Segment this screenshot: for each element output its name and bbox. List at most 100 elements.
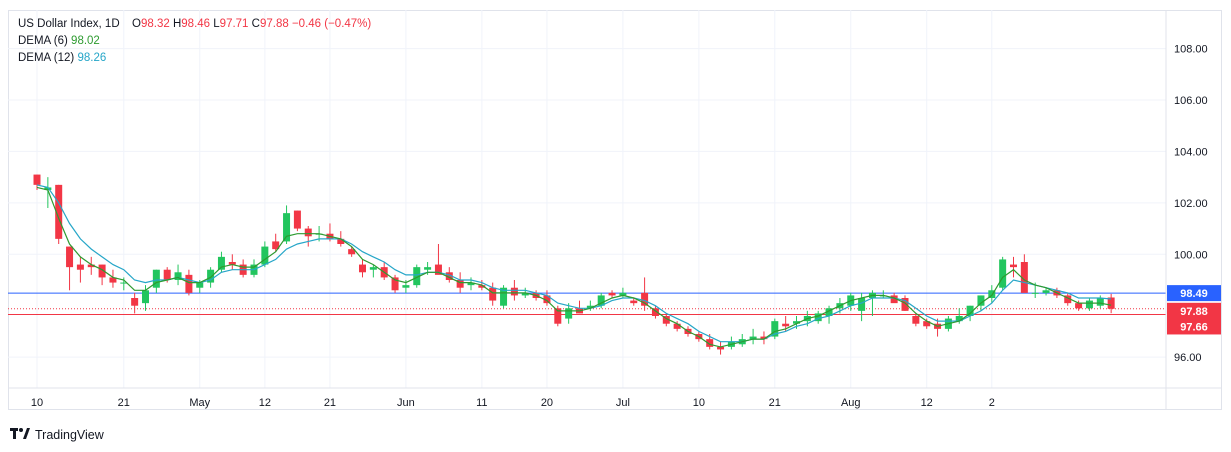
candle-body — [1085, 300, 1093, 309]
candle-body — [207, 269, 215, 283]
y-tick-label: 108.00 — [1174, 44, 1208, 56]
candle[interactable] — [651, 305, 659, 319]
candle[interactable] — [293, 210, 301, 232]
candle[interactable] — [283, 205, 291, 244]
candle-body — [717, 346, 725, 350]
candle-body — [109, 277, 117, 283]
candle[interactable] — [879, 290, 887, 298]
candle[interactable] — [662, 313, 670, 327]
tradingview-brand[interactable]: TradingView — [10, 427, 104, 442]
dema12-row[interactable]: DEMA (12) 98.26 — [18, 50, 371, 67]
candle[interactable] — [1107, 293, 1115, 314]
candle[interactable] — [66, 246, 74, 291]
x-tick-label: 21 — [118, 397, 130, 409]
price-tag: 98.49 — [1167, 285, 1221, 302]
candle[interactable] — [109, 269, 117, 288]
candle[interactable] — [369, 264, 377, 278]
candle-body — [966, 305, 974, 316]
x-tick-label: Aug — [841, 397, 861, 409]
candle[interactable] — [142, 285, 149, 311]
candle[interactable] — [630, 298, 638, 306]
candle[interactable] — [1020, 254, 1028, 293]
candle-body — [1075, 303, 1083, 309]
candle[interactable] — [1075, 300, 1083, 311]
candle[interactable] — [543, 290, 551, 306]
candle[interactable] — [1010, 256, 1017, 278]
candle[interactable] — [717, 341, 725, 355]
candle[interactable] — [489, 282, 497, 306]
candle-body — [1020, 262, 1028, 293]
candle[interactable] — [727, 336, 735, 350]
candle-body — [912, 316, 920, 324]
price-tag-label: 98.49 — [1180, 288, 1208, 300]
dema12-label: DEMA (12) — [18, 52, 75, 64]
candle[interactable] — [152, 269, 160, 293]
candle[interactable] — [999, 256, 1007, 291]
candle[interactable] — [760, 331, 768, 345]
candles[interactable] — [33, 174, 1115, 355]
candle[interactable] — [304, 226, 312, 247]
candle-body — [543, 295, 551, 304]
candle[interactable] — [673, 321, 681, 332]
candle[interactable] — [1085, 298, 1093, 311]
time-axis[interactable]: 10 21 May 12 21 Jun 11 20 Jul 10 21 Aug 12 2 — [31, 397, 995, 409]
candle[interactable] — [467, 277, 475, 291]
candle[interactable] — [131, 292, 139, 314]
candle-body — [217, 256, 225, 270]
candle[interactable] — [814, 310, 822, 324]
open-value: 98.32 — [140, 18, 170, 30]
dema-lines — [36, 184, 1112, 348]
candle-body — [163, 269, 171, 280]
price-tag-label: 97.66 — [1180, 321, 1208, 333]
candle[interactable] — [55, 184, 63, 244]
candle[interactable] — [988, 285, 996, 304]
candle[interactable] — [348, 246, 356, 257]
candle[interactable] — [890, 292, 898, 304]
candle-body — [304, 228, 312, 237]
candle[interactable] — [565, 303, 573, 324]
candle[interactable] — [217, 251, 225, 273]
candle[interactable] — [641, 277, 649, 311]
dema6-row[interactable]: DEMA (6) 98.02 — [18, 33, 371, 50]
candle[interactable] — [825, 305, 833, 324]
candle[interactable] — [771, 318, 779, 340]
candle[interactable] — [749, 328, 757, 345]
candle[interactable] — [434, 244, 442, 275]
candle-body — [597, 295, 605, 306]
candle[interactable] — [619, 287, 627, 298]
candle[interactable] — [413, 264, 421, 288]
candle[interactable] — [1096, 295, 1104, 309]
candle[interactable] — [1064, 292, 1072, 306]
candle-body — [651, 308, 659, 316]
candle[interactable] — [261, 241, 269, 268]
candle[interactable] — [738, 334, 746, 347]
candle[interactable] — [608, 290, 616, 298]
candle-body — [825, 308, 833, 316]
price-axis[interactable]: 108.00 106.00 104.00 102.00 100.00 96.00 — [1174, 44, 1208, 365]
candle[interactable] — [868, 290, 876, 316]
candle[interactable] — [923, 318, 931, 329]
candle[interactable] — [272, 233, 280, 252]
candle[interactable] — [239, 259, 247, 278]
candle[interactable] — [228, 254, 236, 270]
candle[interactable] — [76, 256, 84, 283]
price-tag: 97.66 — [1167, 318, 1221, 335]
candle[interactable] — [98, 264, 106, 286]
y-tick-label: 102.00 — [1174, 198, 1208, 210]
candle[interactable] — [586, 300, 594, 311]
candle[interactable] — [1042, 287, 1050, 296]
symbol-label[interactable]: US Dollar Index, 1D — [18, 18, 120, 30]
candle[interactable] — [87, 256, 95, 275]
candle[interactable] — [554, 305, 562, 327]
candle[interactable] — [174, 264, 182, 286]
candle[interactable] — [500, 285, 508, 309]
price-tag: 97.88 — [1167, 302, 1221, 319]
candle[interactable] — [912, 313, 920, 327]
candle[interactable] — [359, 259, 366, 278]
candle[interactable] — [44, 177, 52, 208]
candle-body — [131, 298, 139, 306]
candle-body — [1031, 292, 1039, 294]
candle-body — [402, 285, 410, 288]
candle[interactable] — [391, 274, 399, 293]
